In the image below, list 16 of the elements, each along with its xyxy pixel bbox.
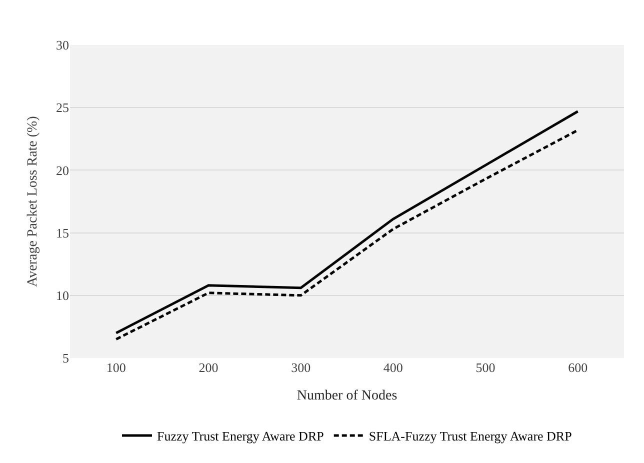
y-tick-label: 25 — [56, 100, 69, 116]
legend-label: SFLA-Fuzzy Trust Energy Aware DRP — [368, 428, 572, 444]
y-tick-label: 20 — [56, 162, 69, 178]
y-tick-label: 5 — [62, 350, 69, 366]
x-tick-label: 100 — [106, 360, 126, 375]
x-tick-label: 300 — [291, 360, 311, 375]
x-tick-label: 500 — [476, 360, 496, 375]
y-tick-label: 15 — [56, 225, 69, 240]
x-tick-label: 400 — [383, 360, 403, 375]
y-tick-label: 10 — [56, 288, 69, 303]
y-tick-label: 30 — [56, 38, 69, 53]
y-axis-title: Average Packet Loss Rate (%) — [26, 116, 41, 287]
x-axis-title: Number of Nodes — [296, 388, 398, 404]
x-tick-label: 200 — [198, 360, 218, 375]
x-tick-label: 600 — [568, 360, 588, 375]
legend-label: Fuzzy Trust Energy Aware DRP — [157, 428, 324, 444]
